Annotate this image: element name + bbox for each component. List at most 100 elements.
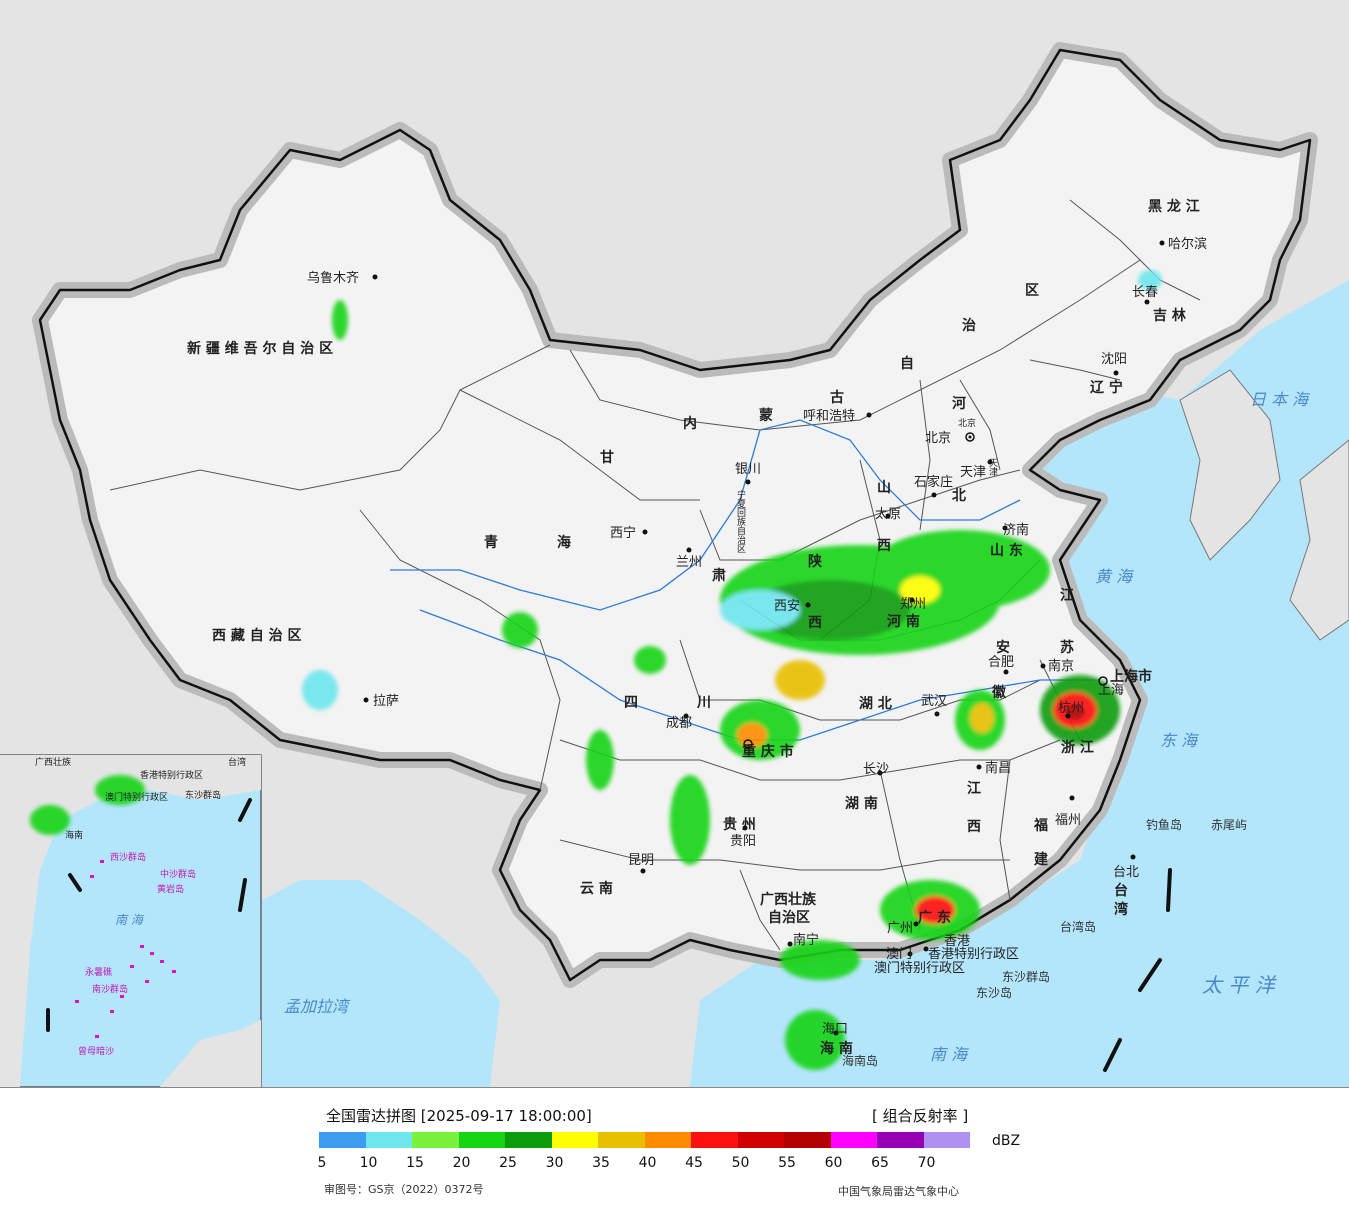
svg-text:香港: 香港 <box>944 934 970 949</box>
svg-text:福州: 福州 <box>1055 813 1081 828</box>
province-label: 上海市 <box>1110 668 1152 685</box>
legend-tick-label: 15 <box>406 1155 424 1171</box>
inset-label: 海南 <box>65 829 83 841</box>
legend-swatch <box>784 1132 831 1148</box>
city-shanghai: 上海 <box>1098 676 1124 698</box>
review-number: 审图号：GS京（2022）0372号 <box>324 1183 484 1196</box>
city-fuzhou: 福州 <box>1055 795 1081 828</box>
dash-line <box>46 798 1172 1072</box>
inset-label: 中沙群岛 <box>160 868 196 880</box>
data-source: 中国气象局雷达气象中心 <box>838 1185 959 1198</box>
japan-land <box>1289 439 1349 641</box>
city-nanjing: 南京 <box>1040 658 1074 674</box>
legend-tick-label: 45 <box>685 1155 703 1171</box>
svg-text:广州: 广州 <box>887 921 913 936</box>
province-label: 江 <box>1060 587 1074 604</box>
korea-land <box>1179 369 1281 561</box>
legend-unit: dBZ <box>992 1133 1021 1149</box>
city-nanning: 南宁 <box>787 932 819 948</box>
province-label: 治 <box>962 317 976 334</box>
city-hefei: 合肥 <box>988 655 1014 675</box>
province-label: 西 <box>808 615 822 631</box>
svg-text:合肥: 合肥 <box>988 655 1014 670</box>
city-macau: 澳门 <box>886 946 913 962</box>
sea-label: 东 海 <box>1160 731 1199 750</box>
bengal-sea <box>262 880 500 1087</box>
svg-text:沈阳: 沈阳 <box>1101 352 1127 367</box>
city-guiyang: 贵阳 <box>730 825 756 849</box>
province-label: 北京 <box>958 417 976 429</box>
sea-label: 南 海 <box>930 1045 969 1064</box>
inset-label: 台湾 <box>228 756 246 768</box>
svg-text:北京: 北京 <box>925 431 951 446</box>
city-lhasa: 拉萨 <box>363 694 399 709</box>
inset-label: 南 海 <box>115 913 145 927</box>
province-label: 广西壮族 <box>760 891 817 908</box>
legend-tick-label: 30 <box>545 1155 564 1171</box>
inset-label: 东沙群岛 <box>185 789 221 801</box>
province-label: 山 东 <box>990 542 1023 559</box>
legend-ticks: 5 10 15 20 25 30 35 40 45 50 55 60 65 70 <box>0 1155 1349 1175</box>
legend-title: 全国雷达拼图 [2025-09-17 18:00:00] <box>326 1107 592 1125</box>
city-nanchang: 南昌 <box>976 760 1011 776</box>
province-label: 云 南 <box>580 880 613 897</box>
legend-tick-label: 50 <box>731 1155 750 1171</box>
legend-tick-label: 60 <box>824 1155 843 1171</box>
legend-tick-label: 10 <box>359 1155 378 1171</box>
inset-label: 广西壮族 <box>35 756 71 768</box>
svg-text:杭州: 杭州 <box>1058 701 1084 716</box>
svg-text:石家庄: 石家庄 <box>914 474 953 490</box>
city-harbin: 哈尔滨 <box>1159 236 1207 252</box>
inset-label: 永暑礁 <box>85 966 112 978</box>
city-urumqi: 乌鲁木齐 <box>307 270 378 286</box>
legend-swatch <box>830 1132 877 1148</box>
province-label: 青 <box>484 534 498 551</box>
island-label: 东沙群岛 <box>1002 969 1050 984</box>
legend-swatch <box>458 1132 505 1148</box>
city-shenyang: 沈阳 <box>1101 352 1127 376</box>
city-lanzhou: 兰州 <box>676 547 702 570</box>
province-label: 西 <box>877 538 891 554</box>
svg-text:乌鲁木齐: 乌鲁木齐 <box>307 270 359 286</box>
province-label: 湖 南 <box>845 795 878 812</box>
province-label: 徽 <box>991 684 1007 701</box>
city-guangzhou: 广州 <box>887 921 919 936</box>
legend-tick-label: 20 <box>452 1155 471 1171</box>
legend-swatch <box>319 1132 366 1148</box>
svg-text:昆明: 昆明 <box>628 853 654 868</box>
province-label: 宁夏回族自治区 <box>735 489 746 553</box>
island-label: 钓鱼岛 <box>1146 817 1182 832</box>
province-label: 海 南 <box>820 1040 853 1057</box>
province-label: 江 <box>967 780 981 797</box>
city-hongkong: 香港 <box>923 934 970 952</box>
province-label: 内 <box>683 415 697 432</box>
province-label: 台 <box>1114 882 1128 899</box>
province-label: 福 <box>1033 817 1048 834</box>
city-haikou: 海口 <box>822 1022 848 1037</box>
svg-text:南昌: 南昌 <box>985 760 1011 776</box>
province-label: 天津 <box>987 458 998 477</box>
legend-tick-label: 55 <box>778 1155 796 1171</box>
sea-label: 黄 海 <box>1095 567 1134 586</box>
province-label: 吉 林 <box>1153 307 1186 324</box>
svg-text:哈尔滨: 哈尔滨 <box>1168 236 1207 252</box>
svg-text:西安: 西安 <box>774 599 800 614</box>
svg-text:天津: 天津 <box>960 465 986 480</box>
legend-tick-label: 40 <box>638 1155 657 1171</box>
province-label: 香港特别行政区 <box>928 947 1019 962</box>
legend-swatch <box>598 1132 645 1148</box>
svg-text:太原: 太原 <box>875 507 901 522</box>
svg-text:成都: 成都 <box>666 716 692 731</box>
province-label: 自 <box>900 355 914 372</box>
radar-echoes <box>30 270 1162 1070</box>
province-label: 河 <box>952 395 966 412</box>
legend-tick-label: 35 <box>592 1155 610 1171</box>
city-hangzhou: 杭州 <box>1058 701 1084 719</box>
inset-label: 澳门特别行政区 <box>105 791 168 803</box>
province-label: 建 <box>1034 851 1048 868</box>
sea-label: 太 平 洋 <box>1202 973 1277 997</box>
city-kunming: 昆明 <box>628 853 654 874</box>
legend-tick-label: 65 <box>871 1155 889 1171</box>
province-label: 河 南 <box>887 613 920 630</box>
province-label: 海 <box>557 534 571 551</box>
